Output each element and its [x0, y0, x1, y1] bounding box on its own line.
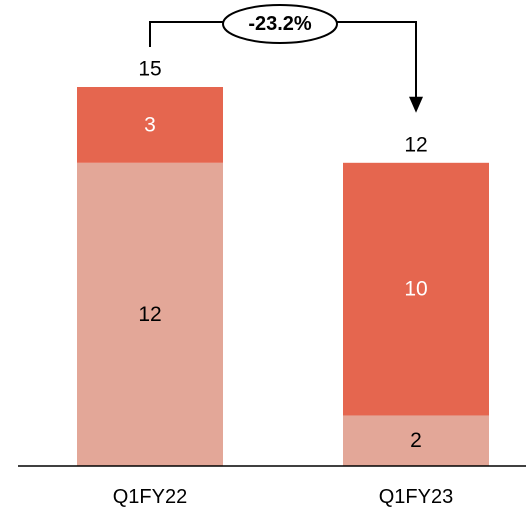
segment-value-label: 3	[144, 113, 156, 136]
segment-value-label: 10	[404, 278, 427, 301]
segment-value-label: 2	[410, 429, 422, 452]
change-callout-ellipse	[222, 4, 338, 44]
x-tick-label: Q1FY22	[113, 486, 187, 508]
change-arrowhead	[409, 96, 423, 113]
segment-value-label: 12	[138, 303, 161, 326]
change-annotation: -23.2%	[149, 4, 423, 113]
x-tick-label: Q1FY23	[379, 486, 453, 508]
labels-layer: 12 3 15 2 10 12	[138, 58, 427, 453]
change-percent-label: -23.2%	[248, 13, 312, 35]
total-value-label: 12	[404, 133, 427, 156]
bar-segment-q1fy23-s0	[343, 415, 489, 466]
bar-segment-q1fy23-s1	[343, 162, 489, 416]
bar-segment-q1fy22-s1	[77, 87, 223, 163]
x-tick-labels: Q1FY22 Q1FY23	[113, 486, 453, 508]
total-value-label: 15	[138, 58, 161, 81]
bars-layer	[77, 87, 489, 467]
bar-segment-q1fy22-s0	[77, 162, 223, 467]
